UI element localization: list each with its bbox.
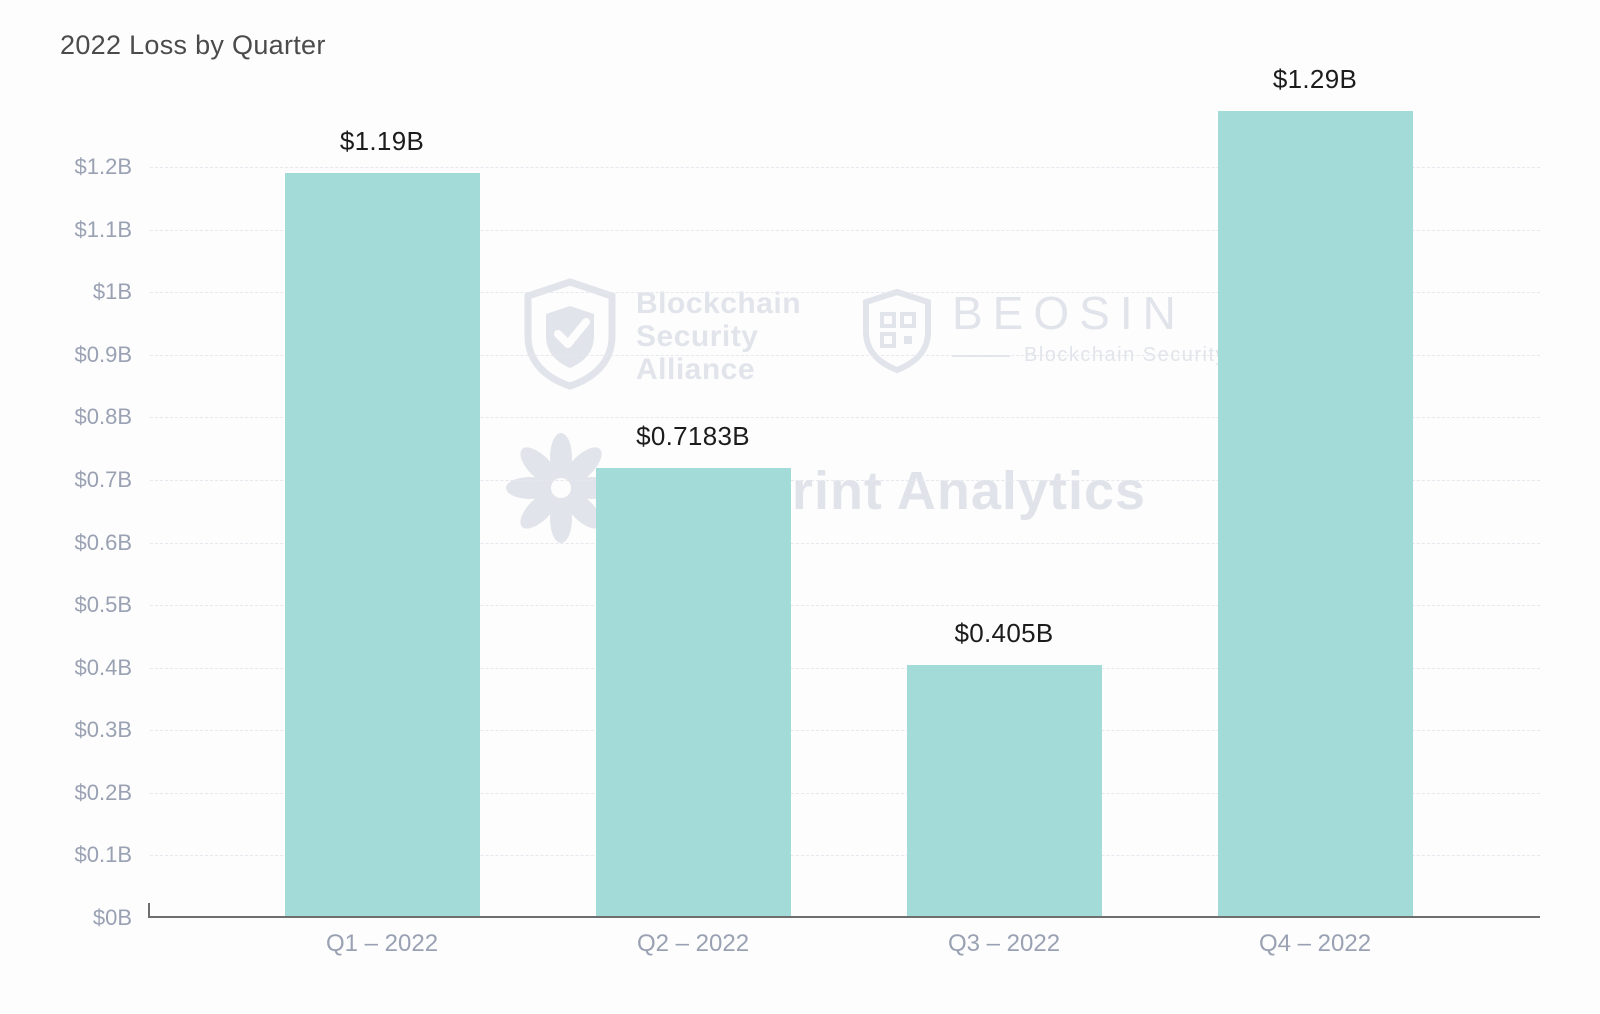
y-axis-tick-label: $0.8B — [74, 404, 133, 430]
gridline — [150, 855, 1540, 857]
bar-3 — [906, 664, 1102, 918]
gridline — [150, 792, 1540, 794]
gridline — [150, 354, 1540, 356]
shield-check-icon — [522, 278, 618, 395]
x-axis-origin-tick — [148, 903, 150, 918]
watermark-beosin-name: BEOSIN — [952, 287, 1186, 339]
shield-qr-icon — [860, 288, 934, 379]
x-axis-tick-label: Q2 – 2022 — [636, 930, 750, 957]
y-axis-tick-label: $1.1B — [74, 216, 133, 242]
y-axis-tick-label: $0.6B — [74, 529, 133, 555]
y-axis-tick-label: $0.9B — [74, 341, 133, 367]
y-axis-tick-label: $0.3B — [74, 717, 133, 743]
gridline — [150, 167, 1540, 168]
bar-4 — [1217, 110, 1413, 918]
watermark-bsa-text: Blockchain Security Alliance — [636, 287, 801, 386]
bar-value-label: $0.7183B — [636, 421, 750, 452]
bar-2 — [595, 468, 791, 918]
gridline — [150, 667, 1540, 669]
gridline — [150, 730, 1540, 732]
y-axis-tick-label: $1.2B — [74, 154, 133, 179]
watermark-bsa-line2: Security — [636, 320, 759, 353]
chart-title: 2022 Loss by Quarter — [60, 30, 326, 60]
y-axis-tick-label: $0.7B — [74, 466, 133, 492]
gridline — [150, 229, 1540, 231]
watermark-blockchain-security-alliance: Blockchain Security Alliance — [522, 278, 801, 395]
gridline — [150, 417, 1540, 419]
bar-1 — [284, 173, 480, 918]
x-axis-line — [148, 916, 1540, 918]
y-axis-tick-label: $0.2B — [74, 779, 133, 805]
y-axis-tick-label: $0.4B — [74, 654, 133, 680]
sunburst-icon — [505, 432, 617, 549]
gridline — [150, 605, 1540, 607]
y-axis-tick-label: $0.5B — [74, 592, 133, 618]
x-axis-tick-label: Q1 – 2022 — [325, 930, 439, 957]
y-axis-tick-label: $1B — [92, 279, 132, 305]
bar-value-label: $1.19B — [339, 126, 425, 157]
bar-value-label: $0.405B — [954, 617, 1054, 648]
bar-value-label: $1.29B — [1272, 63, 1358, 94]
x-axis-tick-label: Q3 – 2022 — [947, 930, 1061, 957]
y-axis-tick-label: $0.1B — [74, 842, 133, 868]
gridline — [150, 542, 1540, 544]
watermark-beosin: BEOSIN Blockchain Security — [860, 288, 1227, 379]
watermark-bsa-line3: Alliance — [636, 353, 756, 386]
x-axis-tick-label: Q4 – 2022 — [1258, 930, 1372, 957]
y-axis-tick-label: $0B — [92, 905, 132, 930]
gridline — [150, 292, 1540, 294]
gridline — [150, 479, 1540, 481]
